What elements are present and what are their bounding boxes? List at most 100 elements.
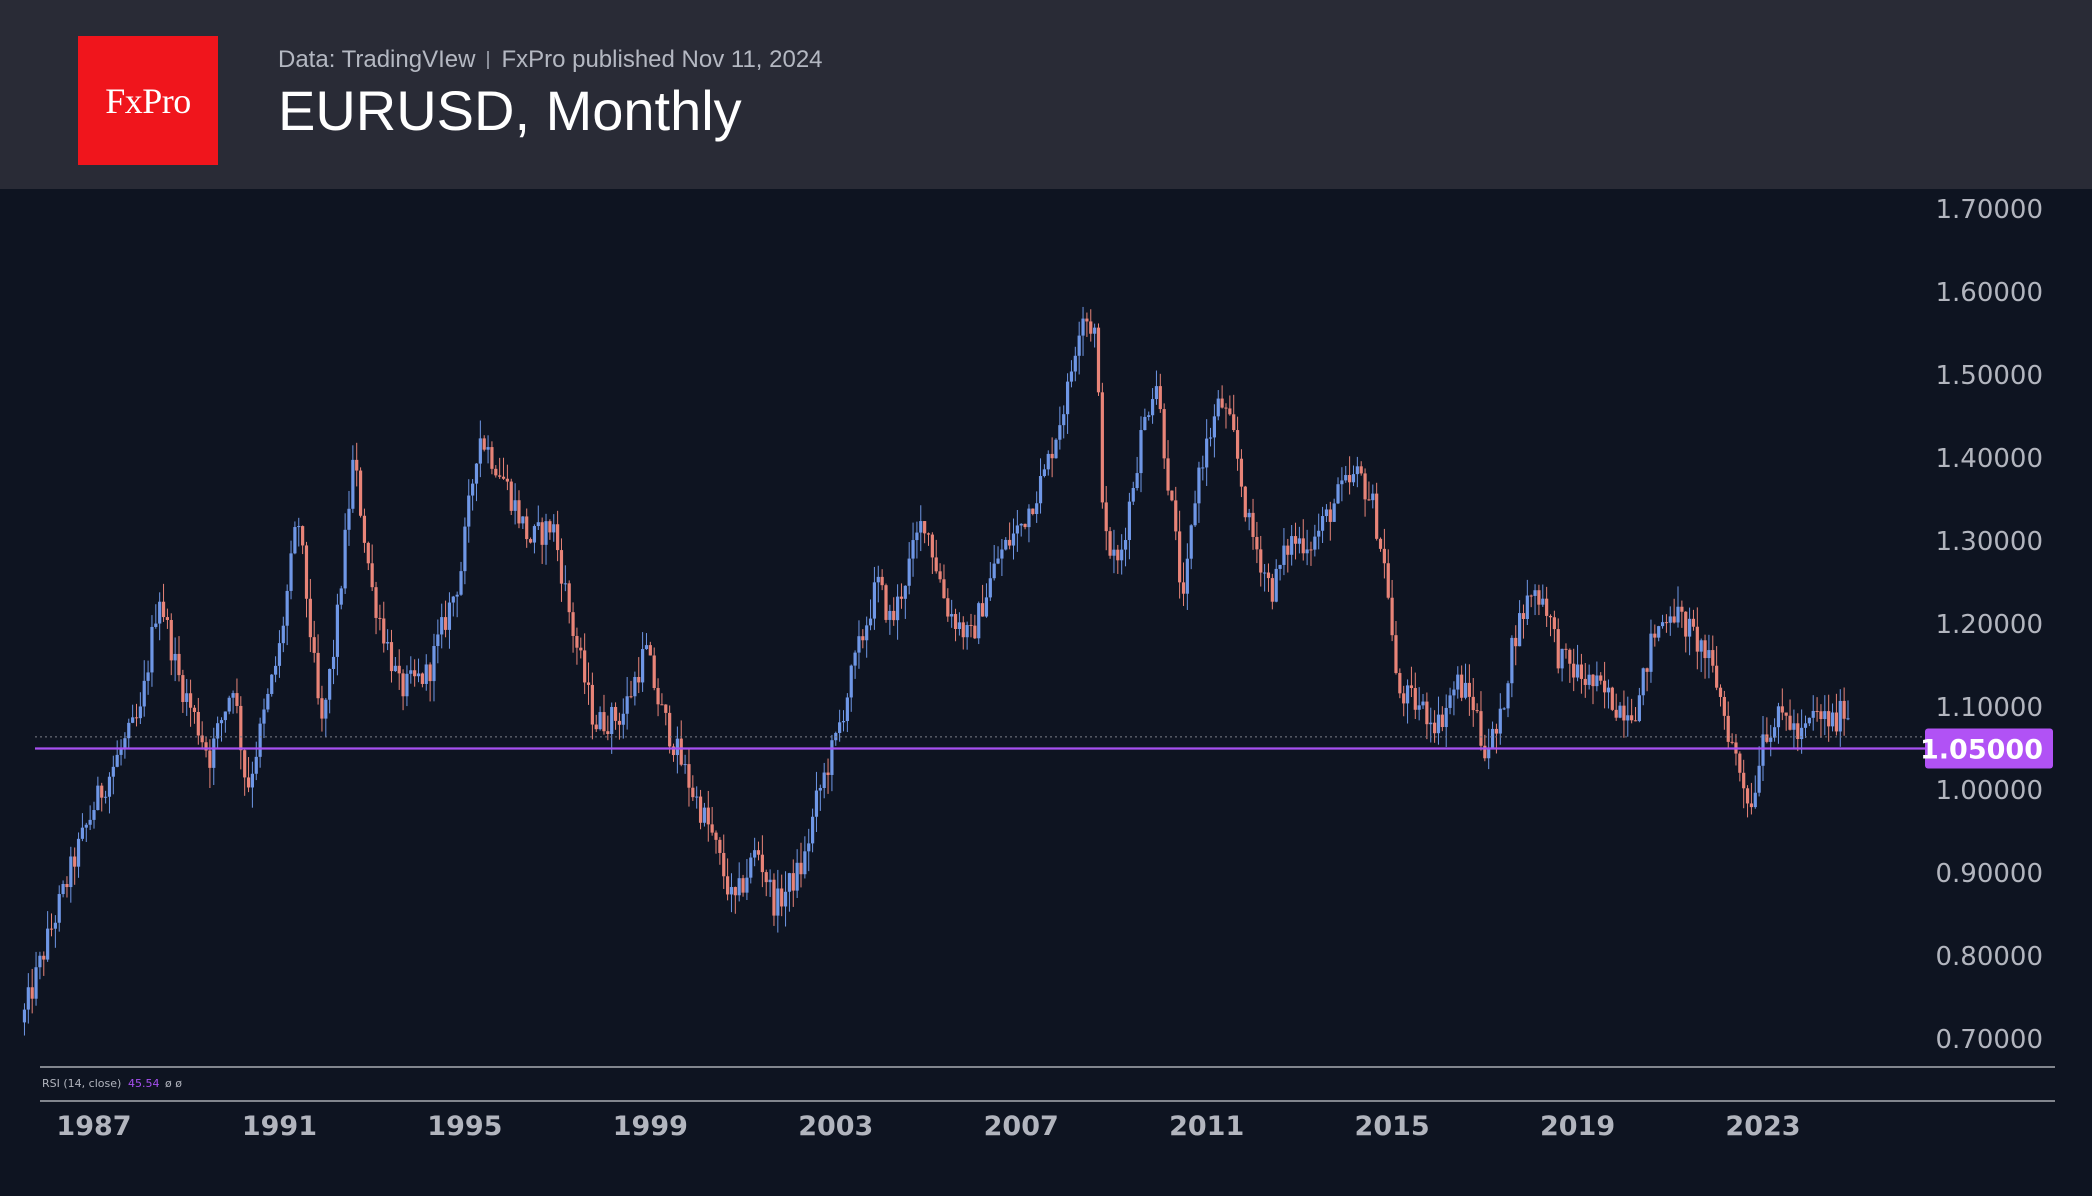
candle-body xyxy=(1630,715,1634,721)
candle-body xyxy=(1093,327,1097,334)
candle-body xyxy=(424,664,428,684)
candle-body xyxy=(1618,705,1622,718)
candle-body xyxy=(88,819,92,825)
candle-body xyxy=(934,557,938,572)
candle-body xyxy=(1147,415,1151,417)
candle-body xyxy=(328,668,332,700)
candle-body xyxy=(992,563,996,579)
candle-body xyxy=(447,602,452,630)
price-chart[interactable]: 1.05000 1.70000 1.60000 1.50000 1.40000 1.30… xyxy=(0,189,2092,1196)
candle-body xyxy=(1676,606,1680,623)
candle-body xyxy=(389,642,394,672)
candle-body xyxy=(231,693,235,698)
candle-body xyxy=(1591,674,1595,687)
candle-body xyxy=(1614,709,1618,718)
candle-body xyxy=(1038,476,1043,504)
candle-body xyxy=(548,521,552,533)
candle-body xyxy=(103,796,108,798)
candle-body xyxy=(1197,467,1201,504)
y-axis: 1.70000 1.60000 1.50000 1.40000 1.30000 1.200… xyxy=(1935,195,2043,1055)
candle-body xyxy=(266,693,270,710)
candle-body xyxy=(1178,531,1182,583)
candle-body xyxy=(76,838,81,867)
candle-body xyxy=(1456,674,1460,690)
candle-body xyxy=(1286,545,1290,555)
candle-body xyxy=(1096,327,1101,393)
candle-body xyxy=(1711,650,1715,666)
candle-body xyxy=(1745,788,1750,804)
x-tick-label: 1995 xyxy=(427,1111,502,1142)
candle-body xyxy=(246,777,251,788)
candle-body xyxy=(861,636,865,641)
candle-body xyxy=(950,614,954,617)
candle-body xyxy=(1282,545,1286,565)
rsi-extra: ø ø xyxy=(165,1077,182,1090)
candle-body xyxy=(1467,682,1471,697)
subtitle-line: Data: TradingVIew FxPro published Nov 11,… xyxy=(278,46,823,74)
candle-body xyxy=(1769,737,1773,742)
candle-body xyxy=(239,705,243,751)
candle-body xyxy=(1742,772,1746,789)
candle-body xyxy=(115,754,119,767)
candle-body xyxy=(1548,615,1553,618)
candle-body xyxy=(625,696,629,714)
candle-body xyxy=(1278,564,1282,569)
candle-body xyxy=(984,597,989,617)
candle-body xyxy=(706,807,710,825)
candle-body xyxy=(930,534,934,558)
candle-body xyxy=(293,527,297,554)
candle-body xyxy=(606,731,610,734)
header-bar: FxPro Data: TradingVIew FxPro published N… xyxy=(0,0,2092,189)
candle-body xyxy=(38,955,42,968)
candle-body xyxy=(1471,696,1475,711)
candle-body xyxy=(1069,371,1074,382)
candle-body xyxy=(42,955,46,960)
candle-body xyxy=(872,582,877,619)
candle-body xyxy=(737,878,741,896)
candle-body xyxy=(760,854,764,873)
candle-body xyxy=(1170,490,1174,501)
candle-body xyxy=(710,824,714,833)
candle-body xyxy=(1460,674,1464,698)
candle-body xyxy=(1320,516,1325,531)
candle-body xyxy=(946,598,950,617)
y-tick-label: 0.90000 xyxy=(1935,859,2043,889)
candle-body xyxy=(865,625,869,641)
candle-body xyxy=(1089,321,1093,334)
candle-body xyxy=(1537,590,1541,605)
candle-body xyxy=(776,888,780,916)
candle-body xyxy=(1328,509,1332,522)
candle-body xyxy=(764,872,768,883)
candle-body xyxy=(892,610,896,621)
candle-body xyxy=(1367,499,1371,501)
candle-body xyxy=(1761,734,1765,766)
candle-body xyxy=(1533,590,1537,596)
candle-body xyxy=(146,672,150,681)
candle-body xyxy=(513,500,517,511)
candle-body xyxy=(1429,722,1433,725)
candle-body xyxy=(1796,723,1800,740)
candle-body xyxy=(1065,381,1070,415)
candle-body xyxy=(370,563,374,588)
candle-body xyxy=(1077,335,1081,356)
candle-body xyxy=(158,601,162,624)
candle-body xyxy=(1606,687,1611,693)
candle-body xyxy=(1228,408,1232,415)
candle-body xyxy=(1104,502,1108,532)
candle-body xyxy=(621,713,625,725)
candle-body xyxy=(84,824,88,828)
candle-series xyxy=(22,306,1850,1036)
candle-body xyxy=(134,717,139,719)
candle-body xyxy=(1494,728,1499,734)
candle-body xyxy=(1583,678,1587,685)
candle-body xyxy=(127,722,131,739)
candle-body xyxy=(1166,458,1170,491)
candle-body xyxy=(1127,501,1131,541)
candle-body xyxy=(1158,386,1162,410)
candle-body xyxy=(977,603,981,639)
candle-body xyxy=(188,693,193,708)
candle-body xyxy=(1440,714,1444,728)
candle-body xyxy=(1143,416,1147,431)
candle-body xyxy=(1807,717,1811,724)
candle-body xyxy=(648,645,652,656)
